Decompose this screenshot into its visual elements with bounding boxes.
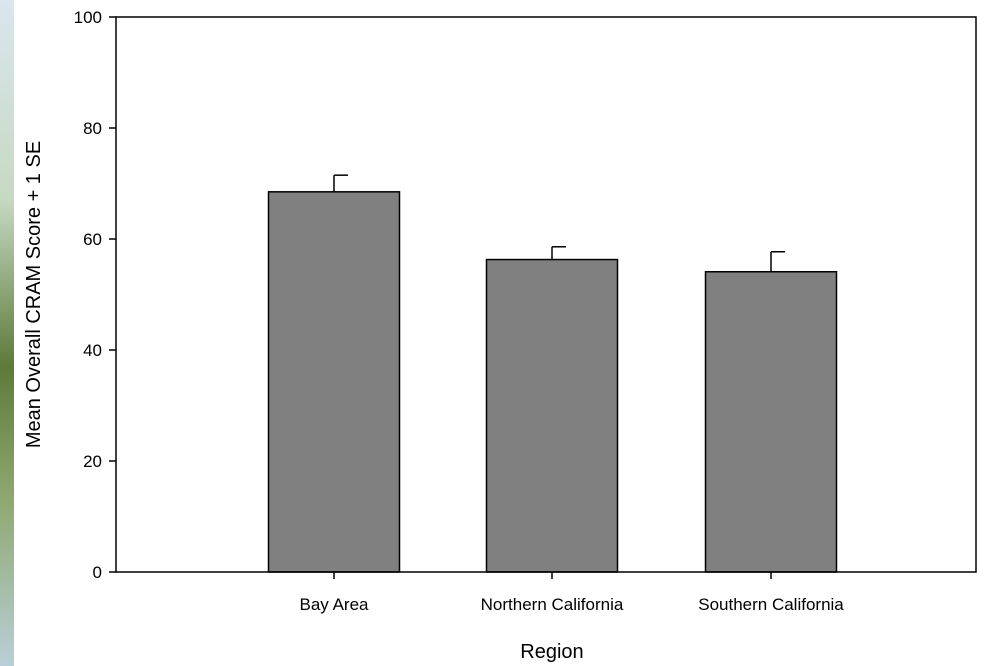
- y-axis-title: Mean Overall CRAM Score + 1 SE: [23, 141, 45, 448]
- background-foliage-strip: [0, 0, 14, 666]
- bar: [704, 270, 838, 573]
- y-tick-label: 0: [93, 563, 102, 582]
- x-tick-label: Northern California: [481, 595, 624, 614]
- y-tick-label: 20: [83, 452, 102, 471]
- y-axis: 0 20 40 60 80 100: [74, 8, 116, 582]
- y-tick-label: 40: [83, 341, 102, 360]
- y-tick-label: 60: [83, 230, 102, 249]
- y-tick-label: 80: [83, 119, 102, 138]
- y-tick-label: 100: [74, 8, 102, 27]
- x-tick-label: Southern California: [698, 595, 844, 614]
- x-axis-title: Region: [520, 641, 583, 663]
- error-bars-layer: [333, 174, 785, 272]
- bar: [485, 258, 619, 573]
- x-tick-label: Bay Area: [300, 595, 370, 614]
- bar: [267, 191, 401, 573]
- x-axis: Bay Area Northern California Southern Cali…: [300, 572, 844, 614]
- plot-area-frame: [115, 16, 977, 573]
- bars-layer: [267, 191, 838, 573]
